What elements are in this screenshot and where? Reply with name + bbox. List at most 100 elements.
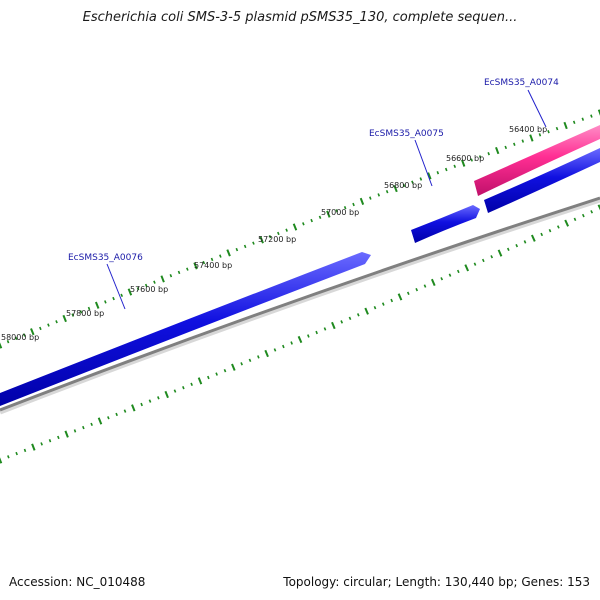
ruler-tick bbox=[107, 416, 110, 420]
ruler-tick bbox=[343, 206, 347, 210]
ruler-label: 58000 bp bbox=[1, 333, 39, 342]
ruler-tick bbox=[318, 215, 322, 219]
outer-ruler-track bbox=[0, 109, 600, 349]
ruler-tick bbox=[490, 255, 494, 259]
ruler-tick bbox=[131, 404, 136, 412]
ruler-tick bbox=[590, 114, 593, 118]
ruler-tick bbox=[248, 358, 252, 363]
ruler-tick bbox=[411, 180, 414, 184]
ruler-tick bbox=[556, 225, 560, 229]
ruler-tick bbox=[22, 333, 26, 337]
ruler-tick bbox=[515, 243, 519, 248]
ruler-tick bbox=[297, 335, 303, 344]
ruler-tick bbox=[31, 443, 36, 451]
ruler-tick bbox=[307, 334, 310, 338]
gene-forward-offscreen[interactable] bbox=[484, 148, 600, 213]
gene-label-leader bbox=[527, 89, 547, 128]
ruler-tick bbox=[87, 306, 91, 311]
ruler-tick bbox=[335, 209, 339, 213]
ruler-tick bbox=[581, 117, 585, 121]
gene-label-leader bbox=[106, 263, 126, 310]
ruler-tick bbox=[47, 323, 50, 327]
plasmid-backbone-core bbox=[0, 196, 600, 412]
ruler-tick bbox=[136, 287, 140, 291]
ruler-tick bbox=[23, 448, 27, 453]
ruler-tick bbox=[581, 213, 585, 218]
ruler-tick bbox=[364, 307, 369, 315]
plasmid-backbone bbox=[0, 197, 600, 415]
ruler-tick bbox=[57, 435, 60, 440]
ruler-label: 56600 bp bbox=[446, 154, 484, 163]
ruler-tick bbox=[461, 159, 466, 167]
gene-EcSMS35_A0076[interactable] bbox=[0, 252, 371, 406]
ruler-tick bbox=[302, 222, 305, 226]
gene-label-EcSMS35_A0076[interactable]: EcSMS35_A0076 bbox=[68, 253, 143, 263]
ruler-tick bbox=[240, 362, 243, 366]
gene-label-EcSMS35_A0075[interactable]: EcSMS35_A0075 bbox=[369, 129, 444, 139]
ruler-tick bbox=[385, 190, 389, 194]
ruler-tick bbox=[97, 417, 103, 425]
ruler-tick bbox=[264, 349, 269, 358]
ruler-tick bbox=[112, 296, 115, 301]
ruler-tick bbox=[538, 133, 542, 137]
ruler-tick bbox=[186, 267, 189, 271]
ruler-label: 57600 bp bbox=[130, 285, 168, 294]
ruler-tick bbox=[0, 342, 3, 349]
ruler-tick bbox=[219, 254, 222, 258]
ruler-tick bbox=[529, 134, 534, 142]
ruler-tick bbox=[79, 310, 83, 314]
ruler-tick bbox=[373, 305, 377, 310]
ruler-tick bbox=[30, 328, 35, 336]
ruler-tick bbox=[564, 219, 570, 227]
map-title: Escherichia coli SMS-3-5 plasmid pSMS35_… bbox=[82, 10, 518, 25]
ruler-tick bbox=[470, 158, 473, 162]
ruler-tick bbox=[73, 429, 77, 433]
accession-text: Accession: NC_010488 bbox=[9, 575, 146, 589]
ruler-tick bbox=[223, 368, 227, 373]
ruler-tick bbox=[352, 202, 355, 207]
gene-label-EcSMS35_A0074[interactable]: EcSMS35_A0074 bbox=[484, 78, 559, 88]
ruler-tick bbox=[277, 231, 280, 236]
ruler-tick bbox=[504, 145, 508, 150]
ruler-tick bbox=[120, 293, 124, 298]
ruler-tick bbox=[144, 283, 148, 288]
ruler-tick bbox=[473, 262, 477, 266]
ruler-tick bbox=[6, 340, 10, 344]
ruler-tick bbox=[427, 172, 432, 180]
ruler-tick bbox=[548, 228, 552, 233]
ruler-tick bbox=[140, 402, 143, 407]
ruler-tick bbox=[193, 262, 198, 270]
ruler-tick bbox=[292, 223, 298, 231]
ruler-tick bbox=[563, 121, 568, 130]
ruler-tick bbox=[164, 390, 169, 399]
ruler-tick bbox=[282, 344, 285, 349]
ruler-tick bbox=[90, 422, 93, 427]
ruler-tick bbox=[597, 204, 600, 211]
ruler-tick bbox=[157, 396, 160, 400]
ruler-tick bbox=[597, 109, 600, 116]
ruler-tick bbox=[448, 273, 452, 277]
ruler-tick bbox=[423, 284, 427, 288]
gene-EcSMS35_A0074[interactable] bbox=[474, 125, 600, 196]
ruler-tick bbox=[202, 260, 206, 265]
ruler-tick bbox=[169, 274, 173, 278]
ruler-label: 57200 bp bbox=[258, 235, 296, 244]
ruler-tick bbox=[310, 218, 313, 223]
ruler-tick bbox=[444, 167, 448, 172]
ruler-tick bbox=[48, 439, 52, 443]
ruler-tick bbox=[123, 409, 127, 413]
ruler-tick bbox=[215, 372, 218, 376]
ruler-tick bbox=[521, 139, 525, 143]
ruler-tick bbox=[381, 302, 385, 306]
ruler-tick bbox=[530, 234, 536, 242]
ruler-tick bbox=[268, 235, 272, 239]
ruler-tick bbox=[523, 240, 527, 244]
ruler-tick bbox=[323, 327, 327, 331]
gene-EcSMS35_A0075[interactable] bbox=[411, 205, 480, 243]
ruler-tick bbox=[402, 183, 406, 188]
ruler-tick bbox=[252, 241, 255, 245]
ruler-tick bbox=[377, 193, 381, 197]
ruler-tick bbox=[453, 164, 457, 168]
ruler-tick bbox=[456, 269, 460, 274]
